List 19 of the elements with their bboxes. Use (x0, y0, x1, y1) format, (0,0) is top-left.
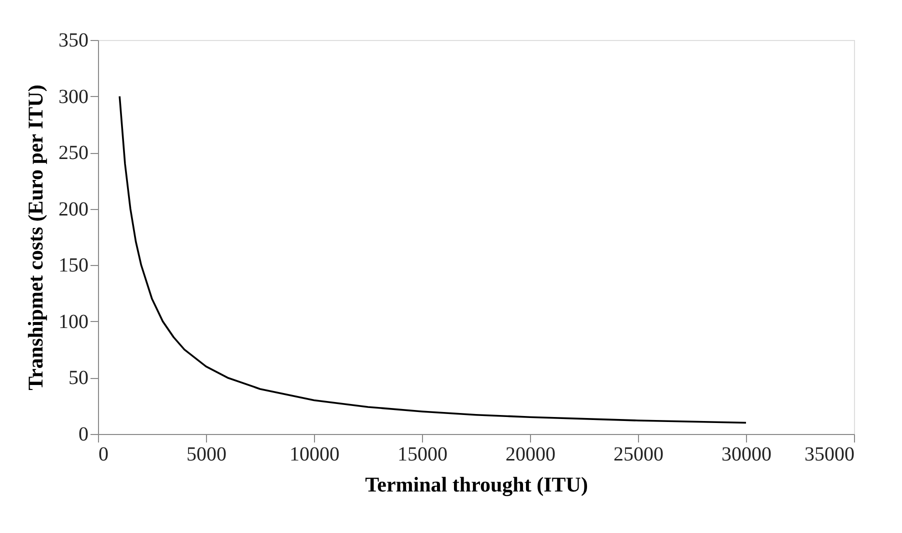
y-tick-label: 150 (58, 254, 88, 277)
x-tick-label: 20000 (506, 444, 556, 466)
x-axis-title: Terminal throught (ITU) (365, 472, 588, 496)
y-tick-label: 200 (58, 198, 88, 220)
x-tick-label: 30000 (722, 444, 772, 466)
y-tick-label: 50 (68, 367, 88, 390)
y-tick-label: 100 (58, 310, 88, 333)
x-tick-label: 35000 (804, 444, 854, 466)
y-tick-label: 0 (78, 424, 88, 446)
y-tick-label: 250 (58, 142, 88, 164)
y-tick-label: 350 (58, 30, 88, 52)
y-tick-label: 300 (58, 86, 88, 108)
x-tick-label: 25000 (614, 444, 664, 466)
x-tick-label: 5000 (186, 444, 226, 466)
line-series (118, 95, 747, 424)
x-tick-label: 15000 (398, 444, 448, 466)
y-axis-title: Transhipmet costs (Euro per ITU) (24, 84, 48, 390)
x-tick-label: 0 (98, 444, 108, 466)
x-tick-label: 10000 (290, 444, 340, 466)
